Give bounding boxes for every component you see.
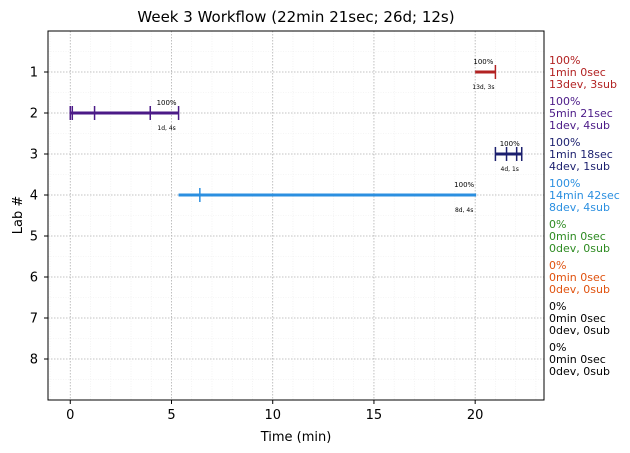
lab-3-count-label: 4d, 1s xyxy=(501,166,519,173)
plot-frame xyxy=(47,30,545,401)
y-tick-label: 3 xyxy=(30,148,38,163)
x-tick-label: 0 xyxy=(66,408,74,423)
lab-4-count-label: 8d, 4s xyxy=(455,207,473,214)
x-tick-label: 5 xyxy=(167,408,175,423)
y-tick-label: 1 xyxy=(30,66,38,81)
lab-8-summary-line: 0% xyxy=(549,341,566,354)
lab-8-summary-line: 0dev, 0sub xyxy=(549,365,610,378)
lab-4-summary-line: 8dev, 4sub xyxy=(549,201,610,214)
x-axis-label: Time (min) xyxy=(260,430,332,445)
y-axis-label: Lab # xyxy=(11,196,26,235)
y-tick-label: 6 xyxy=(30,271,38,286)
lab-1-summary-line: 1min 0sec xyxy=(549,66,606,79)
y-tick-label: 8 xyxy=(30,353,38,368)
lab-3-summary-line: 1min 18sec xyxy=(549,148,613,161)
lab-7-summary-line: 0dev, 0sub xyxy=(549,324,610,337)
lab-4-summary-line: 100% xyxy=(549,177,580,190)
lab-8-summary-line: 0min 0sec xyxy=(549,353,606,366)
y-tick-label: 5 xyxy=(30,230,38,245)
lab-5-summary-line: 0% xyxy=(549,218,566,231)
lab-2-summary-line: 5min 21sec xyxy=(549,107,613,120)
lab-5-summary-line: 0dev, 0sub xyxy=(549,242,610,255)
x-tick-label: 10 xyxy=(264,408,281,423)
lab-3-percent-label: 100% xyxy=(500,140,520,148)
y-tick-label: 7 xyxy=(30,312,38,327)
lab-2-summary-line: 100% xyxy=(549,95,580,108)
lab-1-count-label: 13d, 3s xyxy=(472,84,494,91)
y-tick-label: 4 xyxy=(30,189,38,204)
lab-6-summary-line: 0dev, 0sub xyxy=(549,283,610,296)
grid-layer xyxy=(48,31,544,400)
lab-4-summary-line: 14min 42sec xyxy=(549,189,620,202)
lab-4-percent-label: 100% xyxy=(454,181,474,189)
lab-5-summary-line: 0min 0sec xyxy=(549,230,606,243)
lab-6-summary-line: 0% xyxy=(549,259,566,272)
x-tick-label: 15 xyxy=(366,408,383,423)
lab-7-summary-line: 0min 0sec xyxy=(549,312,606,325)
lab-7-summary-line: 0% xyxy=(549,300,566,313)
lab-1-percent-label: 100% xyxy=(473,58,493,66)
lab-2-count-label: 1d, 4s xyxy=(157,125,175,132)
chart-title: Week 3 Workflow (22min 21sec; 26d; 12s) xyxy=(137,8,454,26)
y-tick-label: 2 xyxy=(30,107,38,122)
lab-6-summary-line: 0min 0sec xyxy=(549,271,606,284)
lab-1-summary-line: 100% xyxy=(549,54,580,67)
lab-2-percent-label: 100% xyxy=(157,99,177,107)
lab-2-summary-line: 1dev, 4sub xyxy=(549,119,610,132)
lab-3-summary-line: 4dev, 1sub xyxy=(549,160,610,173)
ticks-layer: 0 5 10 15 20 1 2 3 4 5 6 7 8 xyxy=(30,66,484,424)
lab-1-summary-line: 13dev, 3sub xyxy=(549,78,617,91)
x-tick-label: 20 xyxy=(467,408,484,423)
bars-layer: 100% 13d, 3s 100% 1d, 4s 100% 4d, 1s 100% 8d, 4… xyxy=(69,58,523,214)
lab-3-summary-line: 100% xyxy=(549,136,580,149)
